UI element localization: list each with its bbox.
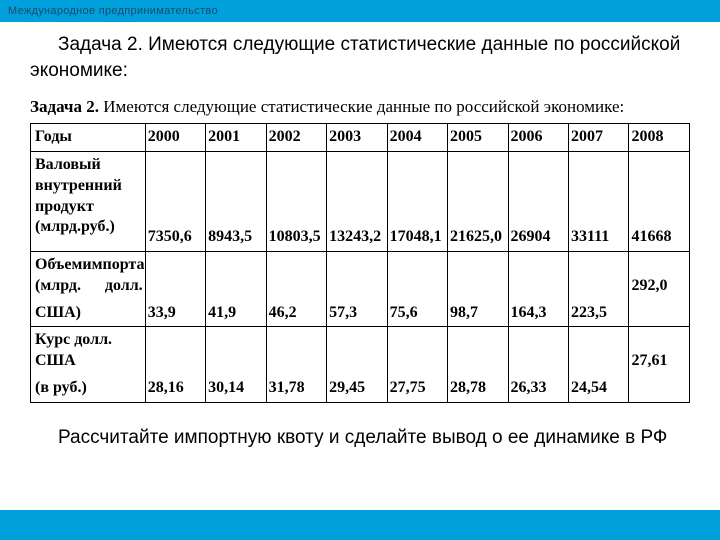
- rate-cell: 24,54: [568, 375, 628, 402]
- rate-cell: [266, 327, 326, 375]
- import-cell: [508, 252, 568, 300]
- data-table: Годы 2000 2001 2002 2003 2004 2005 2006 …: [30, 123, 690, 403]
- table-row: США) 33,9 41,9 46,2 57,3 75,6 98,7 164,3…: [31, 300, 690, 327]
- table-row: Годы 2000 2001 2002 2003 2004 2005 2006 …: [31, 124, 690, 152]
- row-label-years: Годы: [31, 124, 146, 152]
- gdp-cell: 26904: [508, 152, 568, 252]
- table-title-bold: Задача 2.: [30, 97, 99, 116]
- table-title: Задача 2. Имеются следующие статистическ…: [30, 97, 690, 117]
- row-label-import-top: Объемимпорта (млрд.долл.: [31, 252, 146, 300]
- gdp-cell: 21625,0: [448, 152, 508, 252]
- import-cell: [145, 252, 205, 300]
- rate-cell: 27,75: [387, 375, 447, 402]
- bottom-bar: [0, 510, 720, 540]
- footer-paragraph: Рассчитайте импортную квоту и сделайте в…: [30, 425, 690, 451]
- rate-cell: 27,61: [629, 327, 690, 375]
- import-cell: [448, 252, 508, 300]
- rate-cell: [145, 327, 205, 375]
- year-cell: 2002: [266, 124, 326, 152]
- rate-cell: [629, 375, 690, 402]
- rate-cell: 30,14: [206, 375, 266, 402]
- year-cell: 2000: [145, 124, 205, 152]
- rate-cell: [387, 327, 447, 375]
- import-cell: 41,9: [206, 300, 266, 327]
- year-cell: 2004: [387, 124, 447, 152]
- row-label-import-bot: США): [31, 300, 146, 327]
- rate-cell: [568, 327, 628, 375]
- header-title: Международное предпринимательство: [8, 5, 218, 17]
- gdp-cell: 7350,6: [145, 152, 205, 252]
- rate-cell: 26,33: [508, 375, 568, 402]
- table-row: Объемимпорта (млрд.долл. 292,0: [31, 252, 690, 300]
- rate-cell: [508, 327, 568, 375]
- table-row: Валовый внутренний продукт (млрд.руб.) 7…: [31, 152, 690, 252]
- import-cell: 57,3: [327, 300, 387, 327]
- import-cell: 292,0: [629, 252, 690, 300]
- table-row: Курс долл. США 27,61: [31, 327, 690, 375]
- import-cell: 46,2: [266, 300, 326, 327]
- import-cell: 223,5: [568, 300, 628, 327]
- year-cell: 2005: [448, 124, 508, 152]
- gdp-cell: 8943,5: [206, 152, 266, 252]
- import-cell: [206, 252, 266, 300]
- gdp-cell: 33111: [568, 152, 628, 252]
- rate-cell: 28,16: [145, 375, 205, 402]
- row-label-rate-bot: (в руб.): [31, 375, 146, 402]
- year-cell: 2007: [568, 124, 628, 152]
- gdp-cell: 41668: [629, 152, 690, 252]
- rate-cell: 28,78: [448, 375, 508, 402]
- import-cell: 164,3: [508, 300, 568, 327]
- year-cell: 2006: [508, 124, 568, 152]
- rate-cell: [448, 327, 508, 375]
- row-label-gdp: Валовый внутренний продукт (млрд.руб.): [31, 152, 146, 252]
- gdp-cell: 13243,2: [327, 152, 387, 252]
- year-cell: 2008: [629, 124, 690, 152]
- intro-paragraph: Задача 2. Имеются следующие статистическ…: [30, 32, 690, 83]
- table-row: (в руб.) 28,16 30,14 31,78 29,45 27,75 2…: [31, 375, 690, 402]
- import-cell: [568, 252, 628, 300]
- gdp-cell: 17048,1: [387, 152, 447, 252]
- content-area: Задача 2. Имеются следующие статистическ…: [0, 22, 720, 451]
- rate-cell: 29,45: [327, 375, 387, 402]
- rate-cell: [327, 327, 387, 375]
- import-cell: [387, 252, 447, 300]
- import-cell: 33,9: [145, 300, 205, 327]
- gdp-cell: 10803,5: [266, 152, 326, 252]
- import-cell: [266, 252, 326, 300]
- rate-cell: 31,78: [266, 375, 326, 402]
- row-label-rate-top: Курс долл. США: [31, 327, 146, 375]
- rate-cell: [206, 327, 266, 375]
- import-cell: 98,7: [448, 300, 508, 327]
- import-cell: [327, 252, 387, 300]
- header-bar: Международное предпринимательство: [0, 0, 720, 22]
- import-cell: [629, 300, 690, 327]
- import-cell: 75,6: [387, 300, 447, 327]
- year-cell: 2001: [206, 124, 266, 152]
- year-cell: 2003: [327, 124, 387, 152]
- table-title-rest: Имеются следующие статистические данные …: [99, 97, 624, 116]
